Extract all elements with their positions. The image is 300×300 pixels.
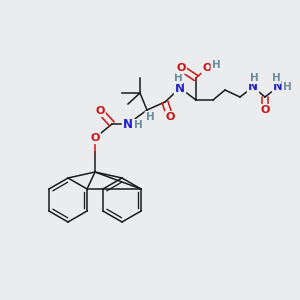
- Text: O: O: [260, 105, 270, 115]
- Text: N: N: [273, 80, 283, 94]
- Text: O: O: [176, 63, 186, 73]
- Text: O: O: [165, 112, 175, 122]
- Text: N: N: [248, 80, 258, 94]
- Text: N: N: [123, 118, 133, 130]
- Text: H: H: [212, 60, 220, 70]
- Text: O: O: [95, 106, 105, 116]
- Text: H: H: [134, 120, 142, 130]
- Text: O: O: [202, 63, 212, 73]
- Text: O: O: [90, 133, 100, 143]
- Text: H: H: [272, 73, 280, 83]
- Text: N: N: [175, 82, 185, 94]
- Text: H: H: [174, 73, 182, 83]
- Text: H: H: [146, 112, 154, 122]
- Text: H: H: [283, 82, 291, 92]
- Text: H: H: [250, 73, 258, 83]
